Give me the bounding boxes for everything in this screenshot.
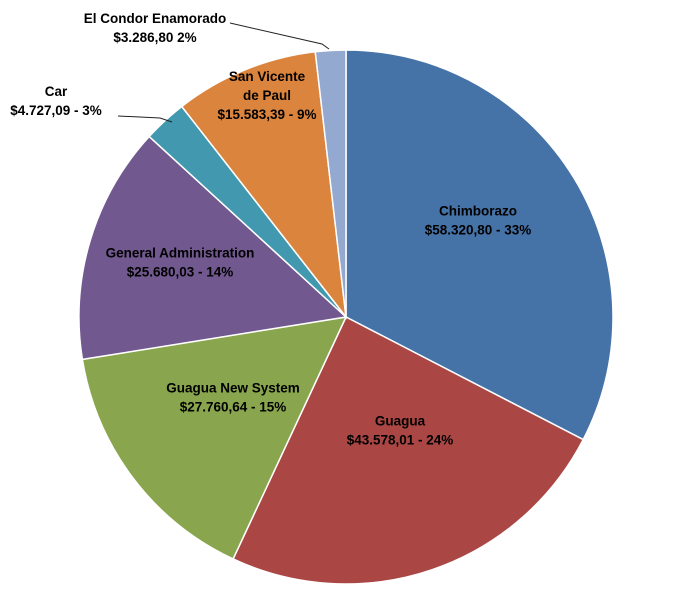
pie-slice-guagua-new-system — [81, 316, 348, 560]
slice-label-line: $15.583,39 - 9% — [217, 107, 316, 122]
slice-label-line: Car — [45, 84, 68, 99]
slice-label-el-condor-enamorado: El Condor Enamorado $3.286,80 2% — [84, 11, 227, 45]
pie-slice-el-condor-enamorado — [314, 49, 347, 318]
leader-line-el-condor-enamorado — [229, 22, 330, 50]
slice-label-line: Guagua New System — [166, 381, 300, 396]
slice-label-chimborazo: Chimborazo $58.320,80 - 33% — [425, 204, 532, 238]
slice-label-line: de Paul — [243, 88, 291, 103]
slice-label-line: $58.320,80 - 33% — [425, 223, 532, 238]
pie-slice-chimborazo — [345, 49, 614, 441]
slice-label-line: El Condor Enamorado — [84, 11, 227, 26]
slice-labels: Chimborazo $58.320,80 - 33% Guagua $43.578,… — [10, 11, 531, 448]
slice-label-line: $25.680,03 - 14% — [127, 265, 234, 280]
slice-label-car: Car $4.727,09 - 3% — [10, 84, 102, 118]
pie-slice-guagua — [232, 315, 585, 585]
slice-label-guagua: Guagua $43.578,01 - 24% — [347, 414, 454, 448]
pie-slices — [78, 49, 614, 585]
slice-label-guagua-new-system: Guagua New System $27.760,64 - 15% — [166, 381, 300, 415]
slice-label-line: $43.578,01 - 24% — [347, 433, 454, 448]
leader-lines — [117, 22, 330, 123]
leader-line-car — [117, 115, 173, 123]
slice-label-line: $27.760,64 - 15% — [180, 400, 287, 415]
slice-label-line: $4.727,09 - 3% — [10, 103, 102, 118]
slice-label-general-administration: General Administration $25.680,03 - 14% — [106, 246, 255, 280]
slice-label-line: San Vicente — [229, 69, 306, 84]
slice-label-line: $3.286,80 2% — [113, 30, 196, 45]
slice-label-line: Guagua — [375, 414, 426, 429]
pie-slice-san-vicente-de-paul — [180, 50, 348, 320]
slice-label-line: General Administration — [106, 246, 255, 261]
slice-label-san-vicente-de-paul: San Vicente de Paul $15.583,39 - 9% — [217, 69, 316, 122]
pie-slice-general-administration — [78, 135, 348, 361]
slice-label-line: Chimborazo — [439, 204, 517, 219]
